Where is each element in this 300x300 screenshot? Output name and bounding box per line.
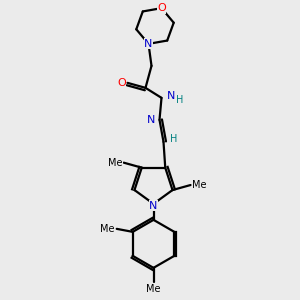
Text: Me: Me (100, 224, 115, 234)
Text: H: H (170, 134, 177, 144)
Text: N: N (147, 115, 156, 125)
Text: Me: Me (109, 158, 123, 168)
Text: O: O (117, 78, 126, 88)
Text: Me: Me (146, 284, 161, 294)
Text: H: H (176, 95, 183, 105)
Text: N: N (149, 201, 158, 211)
Text: O: O (157, 3, 166, 13)
Text: N: N (167, 91, 176, 101)
Text: N: N (144, 39, 153, 49)
Text: Me: Me (192, 180, 207, 190)
